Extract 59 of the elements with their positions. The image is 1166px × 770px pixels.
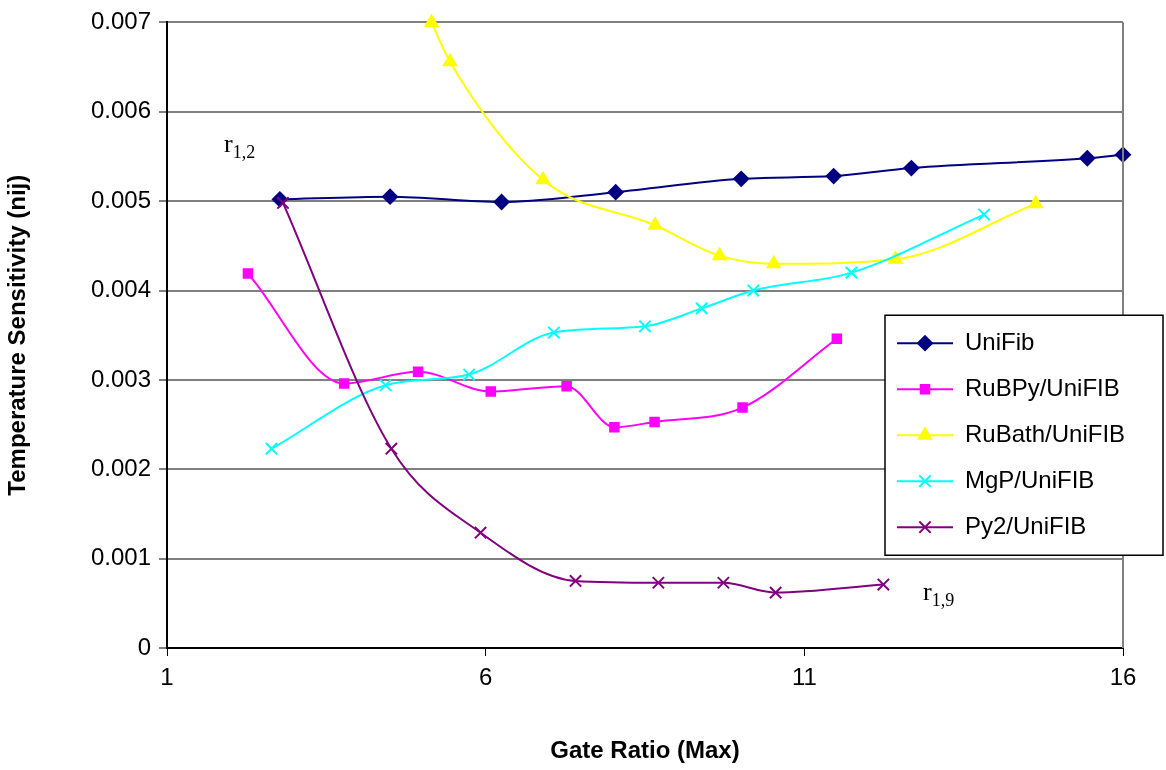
point	[648, 217, 663, 230]
point	[695, 301, 709, 316]
point	[382, 188, 399, 205]
point	[535, 171, 551, 185]
point	[473, 526, 488, 540]
y-tick-label: 0.003	[90, 364, 151, 392]
y-tick-label: 0	[137, 632, 151, 660]
point	[276, 196, 290, 210]
point	[338, 378, 350, 389]
point	[493, 194, 510, 211]
point	[609, 422, 620, 433]
x-tick-label: 6	[478, 663, 493, 691]
point	[733, 170, 750, 187]
point	[462, 367, 476, 382]
point	[844, 265, 859, 280]
point	[412, 366, 424, 378]
point	[825, 168, 842, 185]
y-tick-label: 0.005	[90, 185, 151, 213]
point	[649, 416, 660, 428]
y-tick-label: 0.004	[90, 275, 151, 303]
point	[242, 268, 254, 279]
legend-label: MgP/UniFIB	[965, 465, 1095, 493]
point	[737, 402, 748, 413]
point	[769, 585, 783, 600]
y-tick-label: 0.002	[90, 453, 151, 481]
point	[638, 319, 652, 333]
legend-label: Py2/UniFIB	[965, 511, 1087, 539]
y-tick-label: 0.001	[90, 543, 151, 571]
x-tick-label: 11	[791, 663, 817, 691]
point	[746, 283, 760, 298]
point	[977, 207, 991, 222]
point	[442, 53, 458, 67]
point	[568, 574, 583, 588]
point	[831, 333, 843, 345]
point	[424, 14, 439, 27]
point	[766, 255, 781, 269]
point	[903, 160, 920, 177]
point	[384, 442, 398, 456]
point	[485, 386, 497, 397]
legend-label: RuBPy/UniFIB	[965, 373, 1120, 401]
legend-label: RuBath/UniFIB	[965, 419, 1126, 447]
y-axis-title: Temperature Sensitivity (nij)	[3, 174, 31, 496]
x-axis-title: Gate Ratio (Max)	[550, 736, 740, 764]
x-tick-label: 1	[160, 663, 174, 691]
legend-label: UniFib	[965, 327, 1035, 355]
point	[378, 378, 393, 392]
point	[547, 325, 561, 340]
point	[1079, 150, 1096, 167]
point	[716, 576, 731, 590]
point	[264, 442, 279, 456]
point	[876, 577, 891, 592]
point	[1028, 195, 1043, 209]
y-tick-label: 0.007	[90, 7, 151, 35]
point	[607, 184, 624, 201]
point	[712, 247, 727, 261]
x-tick-label: 16	[1109, 663, 1137, 691]
point	[561, 380, 572, 392]
point	[651, 576, 666, 590]
y-tick-label: 0.006	[90, 96, 151, 124]
